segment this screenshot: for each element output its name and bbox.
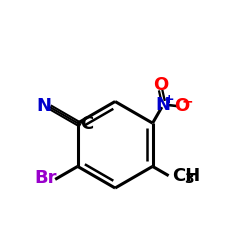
Text: Br: Br [35, 168, 57, 186]
Text: +: + [164, 93, 174, 106]
Text: −: − [181, 95, 193, 109]
Text: N: N [156, 96, 170, 114]
Text: O: O [153, 76, 168, 94]
Text: C: C [80, 116, 94, 134]
Text: 3: 3 [184, 172, 193, 186]
Text: CH: CH [172, 167, 200, 185]
Text: O: O [174, 97, 189, 115]
Text: N: N [37, 98, 52, 116]
